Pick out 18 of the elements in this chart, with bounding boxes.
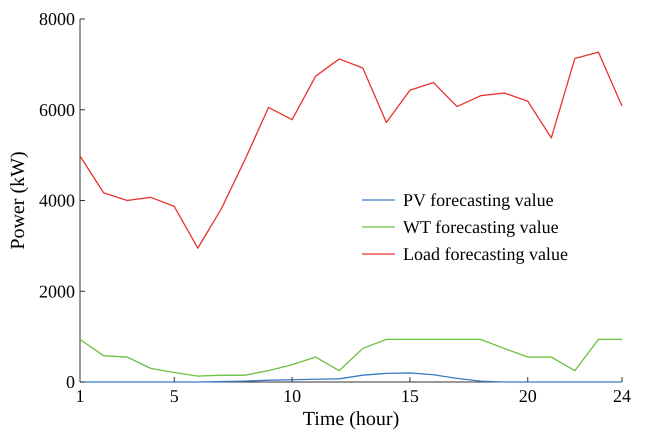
y-tick-label: 2000: [39, 281, 75, 302]
y-axis-title: Power (kW): [7, 151, 29, 250]
x-tick-label: 1: [76, 386, 84, 406]
x-axis-title: Time (hour): [302, 408, 400, 430]
line-series: [79, 338, 623, 377]
legend-label: Load forecasting value: [403, 244, 568, 264]
legend-label: WT forecasting value: [403, 217, 559, 237]
line-series: [79, 51, 623, 249]
x-tick-label: 24: [613, 386, 631, 406]
y-tick-label: 8000: [39, 9, 75, 29]
x-tick-label: 5: [170, 386, 179, 406]
x-tick-label: 20: [518, 386, 537, 406]
legend-label: PV forecasting value: [403, 190, 554, 210]
y-tick-label: 0: [66, 372, 75, 392]
x-tick-label: 10: [283, 386, 302, 406]
x-tick-label: 15: [400, 386, 419, 406]
y-tick-label: 6000: [39, 100, 75, 120]
y-tick-label: 4000: [39, 190, 75, 210]
